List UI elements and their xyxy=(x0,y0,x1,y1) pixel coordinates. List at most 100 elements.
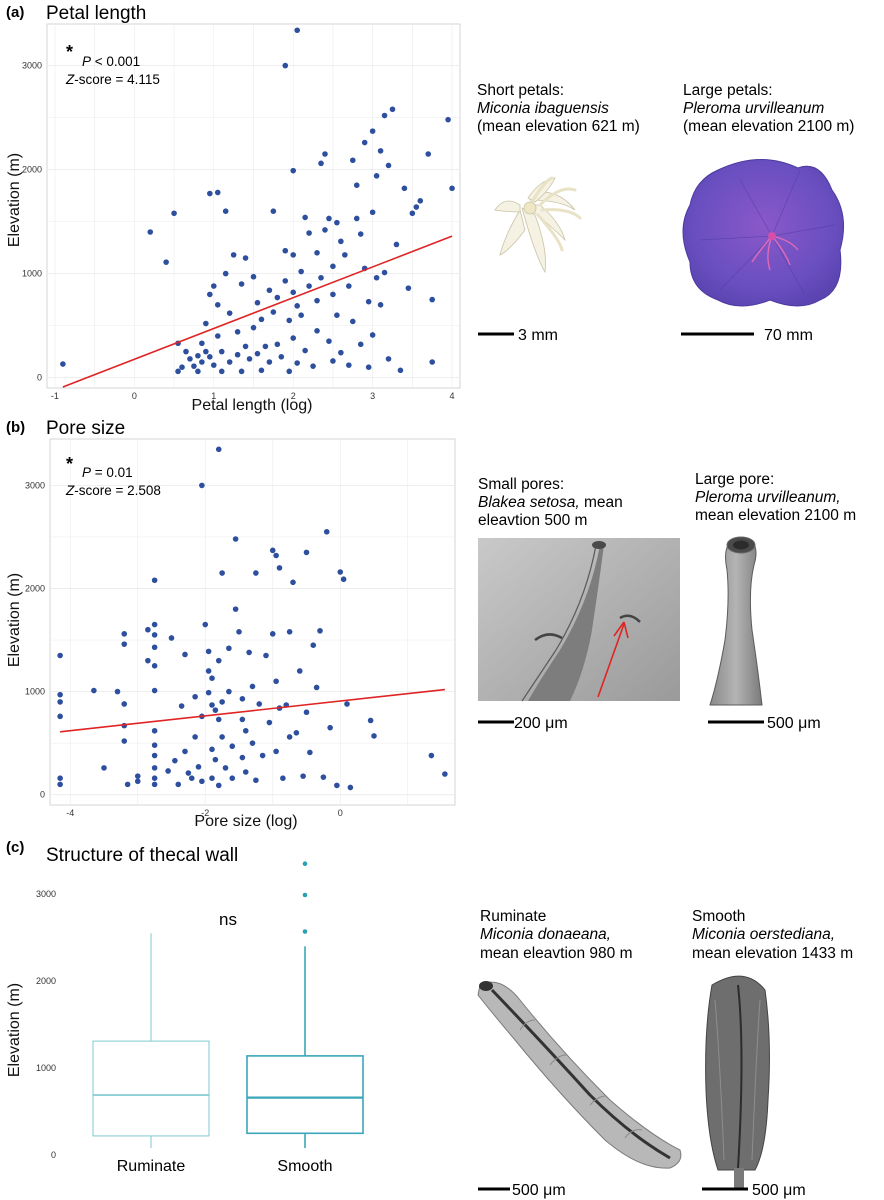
data-point xyxy=(151,621,158,628)
data-point xyxy=(385,162,392,169)
data-point xyxy=(182,651,188,658)
caption-large-pore: Large pore: Pleroma urvilleanum, mean el… xyxy=(695,471,856,524)
box-outlier xyxy=(302,929,308,934)
scale-label-500um-c2: 500 μm xyxy=(752,1182,806,1199)
scale-label-500um-c1: 500 μm xyxy=(512,1182,566,1199)
data-point xyxy=(172,757,178,764)
plot-c-boxes xyxy=(92,861,364,1149)
data-point xyxy=(340,576,347,583)
data-point xyxy=(327,724,333,731)
y-tick-label: 0 xyxy=(51,1150,56,1160)
data-point xyxy=(294,360,300,366)
plot-a-z-score: Z-score = 4.115 xyxy=(65,72,160,87)
data-point xyxy=(218,348,225,355)
data-point xyxy=(300,773,306,779)
y-tick-label: 1000 xyxy=(22,269,42,279)
data-point xyxy=(250,324,257,331)
data-point xyxy=(298,268,304,275)
data-point xyxy=(151,644,158,651)
data-point xyxy=(337,569,344,575)
plot-b-fit-line xyxy=(60,688,445,733)
scale-label-500um-b: 500 μm xyxy=(767,715,821,732)
data-point xyxy=(322,151,328,157)
data-point xyxy=(286,734,293,740)
data-point xyxy=(263,652,269,659)
data-point xyxy=(199,340,205,347)
plot-b-p-value: P = 0.01 xyxy=(82,465,133,480)
data-point xyxy=(256,701,263,707)
scale-bar-small-pores: 200 μm xyxy=(478,715,568,732)
data-point xyxy=(214,189,221,196)
data-point xyxy=(306,283,312,289)
data-point xyxy=(207,190,213,197)
y-tick-label: 1000 xyxy=(25,687,45,697)
plot-b-x-axis-label: Pore size (log) xyxy=(194,813,297,830)
panel-b-letter: (b) xyxy=(6,419,25,436)
caption-smooth: Smooth Miconia oerstediana, mean elevati… xyxy=(692,908,853,962)
caption-ruminate-line3: mean eleavtion 980 m xyxy=(480,945,633,962)
data-point xyxy=(310,363,316,369)
data-point xyxy=(347,784,354,791)
data-point xyxy=(303,709,310,716)
data-point xyxy=(405,285,412,291)
data-point xyxy=(314,250,320,256)
data-point xyxy=(373,274,380,281)
data-point xyxy=(266,359,273,365)
thecal-wall-boxplot: 0 1000 2000 3000 xyxy=(36,861,364,1160)
caption-smooth-line1: Smooth xyxy=(692,908,745,925)
data-point xyxy=(212,756,219,763)
box-outlier xyxy=(302,892,308,898)
data-point xyxy=(369,332,376,338)
data-point xyxy=(185,770,192,776)
data-point xyxy=(326,215,332,222)
data-point xyxy=(218,368,225,375)
data-point xyxy=(381,269,388,276)
panel-a-title: Petal length xyxy=(46,3,146,24)
data-point xyxy=(385,356,392,362)
data-point xyxy=(209,702,215,708)
data-point xyxy=(151,632,158,638)
data-point xyxy=(212,707,219,713)
data-point xyxy=(365,364,372,371)
data-point xyxy=(182,748,188,755)
data-point xyxy=(151,781,158,788)
data-point xyxy=(290,167,297,174)
data-point xyxy=(293,730,300,736)
data-point xyxy=(151,775,158,781)
data-point xyxy=(175,368,181,375)
data-point xyxy=(121,641,128,647)
plot-a-x-axis-label: Petal length (log) xyxy=(192,397,313,414)
scale-label-70mm: 70 mm xyxy=(764,327,813,344)
data-point xyxy=(373,173,380,179)
data-point xyxy=(134,773,141,779)
data-point xyxy=(365,298,372,305)
data-point xyxy=(179,364,185,371)
data-point xyxy=(381,112,388,119)
data-point xyxy=(326,338,332,345)
plot-a-y-ticks: 0 1000 2000 3000 xyxy=(22,61,42,383)
data-point xyxy=(323,528,330,535)
plot-a-fit-line xyxy=(62,235,453,388)
data-point xyxy=(199,778,205,785)
caption-large-pore-species: Pleroma urvilleanum, xyxy=(695,489,841,506)
data-point xyxy=(121,701,128,707)
y-tick-label: 2000 xyxy=(22,165,42,175)
data-point xyxy=(330,263,336,270)
data-point xyxy=(234,329,241,335)
data-point xyxy=(330,291,336,298)
data-point xyxy=(101,765,107,771)
data-point xyxy=(367,717,374,724)
data-point xyxy=(192,734,198,740)
data-point xyxy=(266,287,273,294)
data-point xyxy=(205,668,212,674)
data-point xyxy=(377,302,384,308)
data-point xyxy=(310,642,317,648)
panel-c-title: Structure of thecal wall xyxy=(46,845,238,866)
data-point xyxy=(346,283,352,289)
caption-small-line3: eleavtion 500 m xyxy=(478,512,587,529)
y-tick-label: 0 xyxy=(37,373,42,383)
data-point xyxy=(226,359,233,365)
y-tick-label: 1000 xyxy=(36,1063,56,1073)
data-point xyxy=(262,343,269,350)
data-point xyxy=(296,668,303,674)
